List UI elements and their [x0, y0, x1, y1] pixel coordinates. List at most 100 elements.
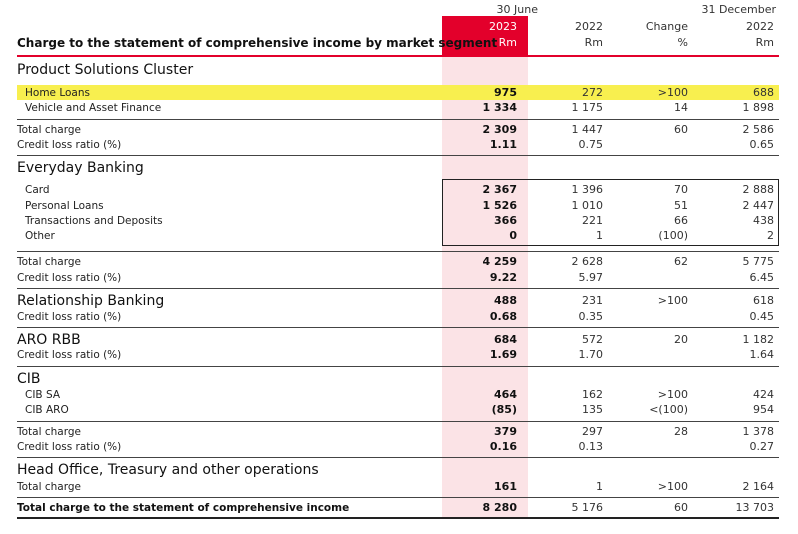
cell-2023: 8 280	[482, 501, 517, 514]
cell-dec: 2	[767, 229, 774, 242]
row-label: Credit loss ratio (%)	[17, 349, 122, 361]
cell-2023: 0.16	[489, 440, 517, 453]
cell-dec: 1.64	[749, 348, 775, 361]
row-label: Vehicle and Asset Finance	[25, 102, 162, 114]
cell-change: (100)	[658, 229, 688, 242]
cell-dec: 1 182	[742, 333, 775, 346]
cell-2022: 0.13	[578, 440, 604, 453]
cell-2023: 2 367	[482, 183, 517, 196]
cell-2023: 1 334	[482, 101, 517, 114]
row-rule	[17, 457, 779, 458]
col-dec-unit: Rm	[755, 36, 774, 49]
cell-2023: 2 309	[482, 123, 517, 136]
cell-dec: 424	[753, 388, 774, 401]
row-rule	[17, 155, 779, 156]
col-change-label: Change	[645, 20, 688, 33]
cell-2022: 1.70	[578, 348, 604, 361]
cell-2022: 1	[596, 229, 603, 242]
row-label: Personal Loans	[25, 200, 104, 212]
cell-dec: 6.45	[749, 271, 775, 284]
cell-2023: 9.22	[489, 271, 517, 284]
row-label: Card	[25, 184, 50, 196]
col-2023-unit: Rm	[498, 36, 517, 49]
cell-2023: 366	[494, 214, 517, 227]
cell-dec: 5 775	[742, 255, 775, 268]
row-label: Credit loss ratio (%)	[17, 272, 122, 284]
section-heading: Product Solutions Cluster	[17, 62, 194, 78]
section-heading: Head Office, Treasury and other operatio…	[17, 462, 319, 478]
cell-2022: 5 176	[571, 501, 604, 514]
cell-2022: 1 010	[571, 199, 604, 212]
row-rule	[17, 251, 779, 252]
cell-dec: 2 586	[742, 123, 775, 136]
cell-dec: 0.45	[749, 310, 775, 323]
cell-2022: 0.75	[578, 138, 604, 151]
cell-change: >100	[657, 480, 688, 493]
cell-2022: 572	[582, 333, 603, 346]
header-rule	[17, 55, 779, 57]
cell-2022: 221	[582, 214, 603, 227]
row-label: Total charge	[17, 256, 81, 268]
cell-2022: 297	[582, 425, 603, 438]
cell-2022: 1 396	[571, 183, 604, 196]
cell-dec: 2 888	[742, 183, 775, 196]
row-label: Home Loans	[25, 87, 90, 99]
col-change-unit: %	[677, 36, 688, 49]
col-2022-unit: Rm	[584, 36, 603, 49]
cell-dec: 0.27	[749, 440, 775, 453]
cell-change: >100	[657, 86, 688, 99]
cell-2023: 1.11	[489, 138, 517, 151]
table-title: Charge to the statement of comprehensive…	[17, 36, 498, 50]
cell-2023: 0	[509, 229, 517, 242]
bottom-rule	[17, 517, 779, 519]
row-label: Credit loss ratio (%)	[17, 311, 122, 323]
cell-2023: 975	[494, 86, 517, 99]
row-rule	[17, 497, 779, 498]
cell-2022: 5.97	[578, 271, 604, 284]
row-rule	[17, 327, 779, 328]
cell-2022: 1 447	[571, 123, 604, 136]
cell-change: 51	[674, 199, 688, 212]
cell-change: 60	[674, 123, 688, 136]
cell-2023: 0.68	[489, 310, 517, 323]
row-label: CIB SA	[25, 389, 61, 401]
period-31-december: 31 December	[701, 3, 776, 16]
cell-change: >100	[657, 294, 688, 307]
cell-2022: 135	[582, 403, 603, 416]
cell-change: 66	[674, 214, 688, 227]
cell-2022: 272	[582, 86, 603, 99]
col-dec-year: 2022	[746, 20, 774, 33]
row-label: Total charge	[17, 426, 81, 438]
cell-change: 28	[674, 425, 688, 438]
section-heading: ARO RBB	[17, 332, 81, 348]
row-label: Total charge	[17, 481, 81, 493]
cell-dec: 438	[753, 214, 774, 227]
cell-2022: 1 175	[571, 101, 604, 114]
cell-2022: 1	[596, 480, 603, 493]
row-rule	[17, 421, 779, 422]
cell-2023: 1 526	[482, 199, 517, 212]
section-heading: Everyday Banking	[17, 160, 144, 176]
highlight-column-2023	[442, 56, 528, 518]
cell-2023: (85)	[491, 403, 517, 416]
row-label: Other	[25, 230, 55, 242]
row-label: Credit loss ratio (%)	[17, 139, 122, 151]
row-rule	[17, 119, 779, 120]
cell-dec: 1 378	[742, 425, 775, 438]
everyday-banking-box	[442, 179, 779, 246]
cell-2023: 161	[494, 480, 517, 493]
cell-2023: 4 259	[482, 255, 517, 268]
cell-dec: 0.65	[749, 138, 775, 151]
cell-2022: 0.35	[578, 310, 604, 323]
cell-change: 62	[674, 255, 688, 268]
cell-2023: 684	[494, 333, 517, 346]
cell-2023: 464	[494, 388, 517, 401]
row-label: CIB ARO	[25, 404, 69, 416]
cell-2023: 379	[494, 425, 517, 438]
cell-dec: 688	[753, 86, 774, 99]
row-rule	[17, 366, 779, 367]
header-2023-red-cell	[442, 16, 528, 56]
grand-total-label: Total charge to the statement of compreh…	[17, 502, 350, 514]
cell-change: 60	[674, 501, 688, 514]
cell-dec: 1 898	[742, 101, 775, 114]
